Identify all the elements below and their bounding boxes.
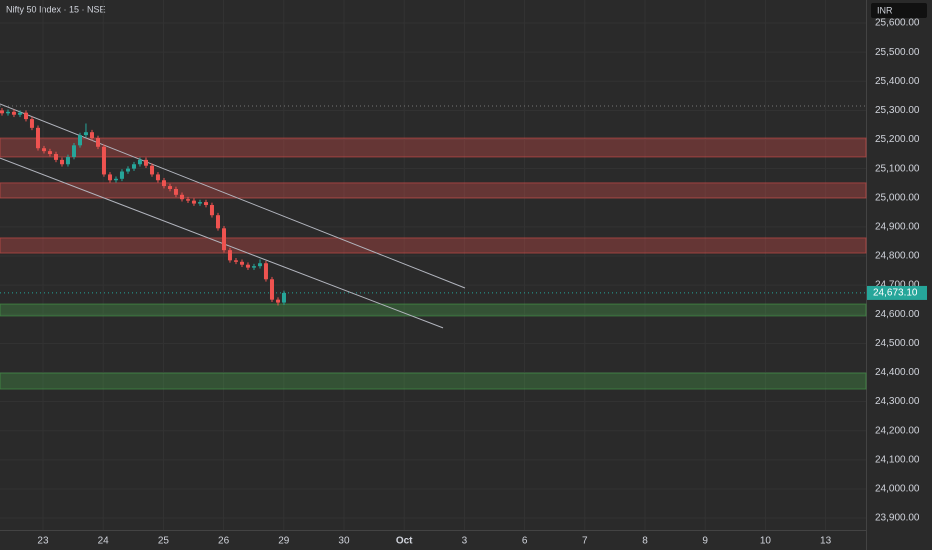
candle-body <box>263 263 268 280</box>
candle-body <box>204 202 209 206</box>
candle-body <box>24 112 29 120</box>
y-tick-label: 25,100.00 <box>875 163 920 174</box>
zone <box>0 372 867 390</box>
candle-body <box>0 110 4 114</box>
candle-body <box>29 119 34 128</box>
candle-body <box>161 180 166 187</box>
x-tick-label: 10 <box>760 536 772 547</box>
candle-body <box>42 148 47 152</box>
x-tick-label: 7 <box>582 536 588 547</box>
candle-body <box>78 135 83 146</box>
zone <box>0 303 867 317</box>
candle-body <box>240 261 245 265</box>
candle-body <box>173 188 178 195</box>
x-tick-label: 3 <box>462 536 468 547</box>
candle-body <box>269 279 274 300</box>
trend-line <box>0 157 444 329</box>
candle-body <box>233 260 238 262</box>
candle-body <box>143 159 148 166</box>
candle-body <box>245 264 250 268</box>
y-tick-label: 24,600.00 <box>875 309 920 320</box>
y-tick-label: 24,900.00 <box>875 221 920 232</box>
candle-body <box>186 199 191 201</box>
candle-body <box>197 202 202 204</box>
y-tick-label: 24,100.00 <box>875 454 920 465</box>
candle-body <box>65 156 70 165</box>
candle-body <box>89 132 94 139</box>
x-tick-label: 8 <box>642 536 648 547</box>
x-tick-label: 26 <box>218 536 230 547</box>
y-tick-label: 25,500.00 <box>875 47 920 58</box>
y-tick-label: 24,000.00 <box>875 484 920 495</box>
candle-body <box>227 250 232 261</box>
candle-body <box>258 263 263 267</box>
candle-body <box>114 178 119 181</box>
y-tick-label: 25,000.00 <box>875 192 920 203</box>
candle-body <box>119 171 124 179</box>
x-tick-label: Oct <box>396 536 413 547</box>
candle-body <box>132 164 137 169</box>
candle-body <box>53 154 58 160</box>
y-tick-label: 23,900.00 <box>875 513 920 524</box>
candle-body <box>47 151 52 155</box>
y-tick-label: 25,400.00 <box>875 76 920 87</box>
last-price-box <box>867 285 927 300</box>
y-tick-label: 24,300.00 <box>875 396 920 407</box>
x-tick-label: 9 <box>702 536 708 547</box>
candle-body <box>17 112 22 115</box>
zone <box>0 182 867 199</box>
x-tick-label: 13 <box>820 536 832 547</box>
trend-line <box>0 103 466 289</box>
y-tick-label: 24,400.00 <box>875 367 920 378</box>
candle-body <box>11 111 16 115</box>
last-price-label: 24,673.10 <box>873 288 918 299</box>
y-tick-label: 25,600.00 <box>875 18 920 29</box>
candle-body <box>71 145 76 157</box>
candle-body <box>35 127 40 149</box>
x-tick-label: 24 <box>98 536 110 547</box>
zone <box>0 137 867 158</box>
candle-body <box>137 159 142 165</box>
candle-body <box>281 292 286 303</box>
candle-body <box>96 138 101 147</box>
candle-body <box>276 299 281 303</box>
candle-body <box>209 205 214 216</box>
y-tick-label: 24,200.00 <box>875 425 920 436</box>
x-tick-label: 6 <box>522 536 528 547</box>
currency-label: INR <box>877 5 893 15</box>
candle-body <box>83 132 88 136</box>
candle-body <box>101 146 106 175</box>
candle-body <box>191 200 196 204</box>
x-tick-label: 23 <box>37 536 49 547</box>
y-tick-label: 25,200.00 <box>875 134 920 145</box>
currency-box <box>871 3 927 18</box>
candle-body <box>222 228 227 251</box>
x-tick-label: 30 <box>338 536 350 547</box>
candle-body <box>150 165 155 175</box>
candle-body <box>107 174 112 181</box>
candle-body <box>155 174 160 181</box>
chart-title: Nifty 50 Index · 15 · NSE <box>6 4 106 14</box>
candle-body <box>179 194 184 200</box>
zone <box>0 237 867 254</box>
x-tick-label: 25 <box>158 536 170 547</box>
y-tick-label: 25,300.00 <box>875 105 920 116</box>
candle-body <box>6 111 11 114</box>
candle-body <box>60 159 65 165</box>
y-tick-label: 24,700.00 <box>875 280 920 291</box>
y-tick-label: 24,800.00 <box>875 251 920 262</box>
candle-body <box>168 186 173 189</box>
candle-body <box>125 168 130 172</box>
y-tick-label: 24,500.00 <box>875 338 920 349</box>
candle-body <box>215 215 220 229</box>
candle-body <box>251 266 256 268</box>
x-tick-label: 29 <box>278 536 290 547</box>
